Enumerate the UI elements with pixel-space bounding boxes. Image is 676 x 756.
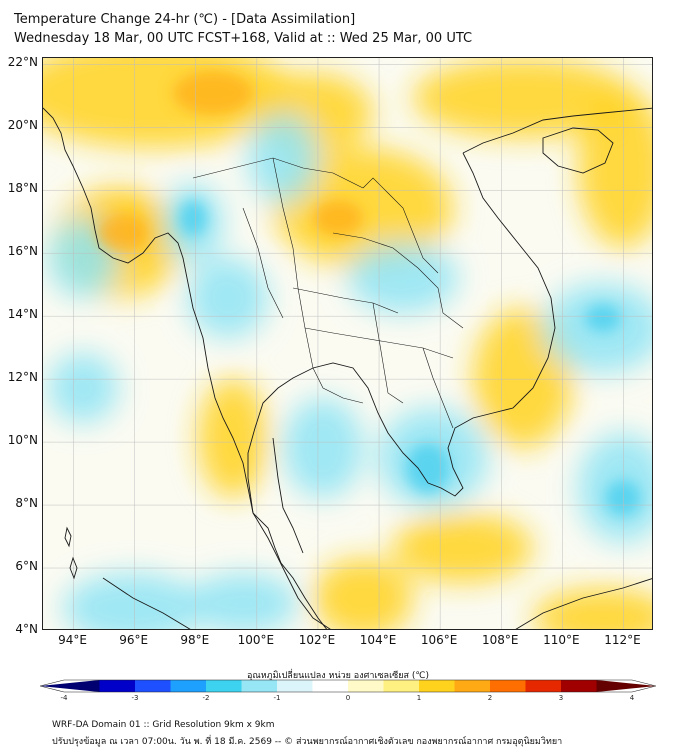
warm-region [413,58,633,138]
latitude-label: 10°N [7,433,38,448]
hot-core [313,200,363,236]
latitude-label: 6°N [15,559,38,574]
longitude-label: 108°E [482,633,519,647]
cold-core [585,304,621,332]
warm-region [313,558,413,629]
temperature-field-core [98,71,641,516]
colorbar-bin [40,680,100,692]
latitude-label: 4°N [15,622,38,636]
cold-core [406,443,450,493]
coastline [427,152,556,497]
temperature-map [43,58,652,629]
cool-region [248,113,318,203]
map-title: Temperature Change 24-hr (℃) - [Data Ass… [14,12,356,27]
map-subtitle: Wednesday 18 Mar, 00 UTC FCST+168, Valid… [14,31,473,46]
longitude-label: 96°E [119,633,149,647]
border [292,287,399,314]
colorbar-tick-label: 2 [487,694,493,702]
island [69,556,78,580]
latitude-label: 20°N [7,118,38,133]
border [362,177,439,274]
colorbar-bin [135,680,171,692]
latitude-label: 12°N [7,370,38,385]
warm-region [533,588,652,629]
longitude-label: 100°E [237,633,275,647]
colorbar-tick-label: -1 [273,694,281,702]
colorbar-bin [312,680,349,692]
hot-core [98,215,148,251]
colorbar-tick-label: -2 [202,694,210,702]
colorbar-tick-label: 0 [345,694,351,702]
colorbar-tick-label: -4 [60,694,68,702]
latitude-label: 8°N [15,496,38,511]
colorbar-bin [206,680,242,692]
footer-credit: ปรับปรุงข้อมูล ณ เวลา 07:00น. วัน พ. ที่… [52,737,563,747]
colorbar-bin [277,680,313,692]
footer-resolution: WRF-DA Domain 01 :: Grid Resolution 9km … [52,720,275,730]
latitude-label: 18°N [7,181,38,196]
longitude-label: 102°E [298,633,336,647]
cool-region [48,353,118,423]
coastline [247,362,429,514]
coastline [515,578,652,629]
longitude-label: 112°E [604,633,641,647]
coastline [252,512,328,629]
cool-region [188,573,298,629]
border [332,232,464,329]
warm-region [393,513,533,583]
cool-region [348,243,458,313]
colorbar-bin [348,680,384,692]
latitude-label: 22°N [7,55,38,70]
longitude-label: 98°E [180,633,210,647]
colorbar-bin [454,680,491,692]
latitude-label: 16°N [7,244,38,259]
hot-core [173,71,253,115]
warm-region [578,88,652,248]
latitude-label: 14°N [7,307,38,322]
border [272,157,314,369]
colorbar-bin [383,680,420,692]
coastline [102,577,191,629]
colorbar-bin [525,680,562,692]
coastlines-and-borders [43,107,652,629]
longitude-label: 110°E [543,633,580,647]
coastline [272,437,304,554]
colorbar-tick-label: 1 [416,694,422,702]
temperature-field [43,58,652,629]
longitude-label: 104°E [359,633,397,647]
cool-region [188,258,268,338]
coastline [462,107,652,154]
colorbar-bin [170,680,207,692]
map-panel [42,57,653,630]
longitude-label: 94°E [58,633,87,647]
longitude-label: 106°E [420,633,458,647]
border [304,327,454,359]
colorbar-bin [596,680,656,692]
colorbar-title: อุณหภูมิเปลี่ยนแปลง หน่วย องศาเซลเซียส (… [246,671,430,681]
cool-region [283,398,363,498]
island [64,526,72,548]
admin-borders [192,157,464,429]
graticule [43,58,652,629]
border [242,207,284,319]
colorbar-tick-label: 3 [558,694,564,702]
colorbar-bin [419,680,455,692]
colorbar-bin [99,680,136,692]
colorbar [39,678,657,693]
cool-region [63,573,203,629]
border [422,347,454,429]
island [542,127,614,174]
cold-core [179,200,207,236]
colorbar-tick-label: -3 [131,694,139,702]
border [312,367,364,404]
colorbar-bin [490,680,526,692]
border [372,302,404,404]
border [192,157,364,189]
colorbar-bin [241,680,278,692]
cold-core [605,480,641,516]
colorbar-scale [39,679,657,693]
colorbar-tick-label: 4 [629,694,635,702]
colorbar-bin [561,680,597,692]
